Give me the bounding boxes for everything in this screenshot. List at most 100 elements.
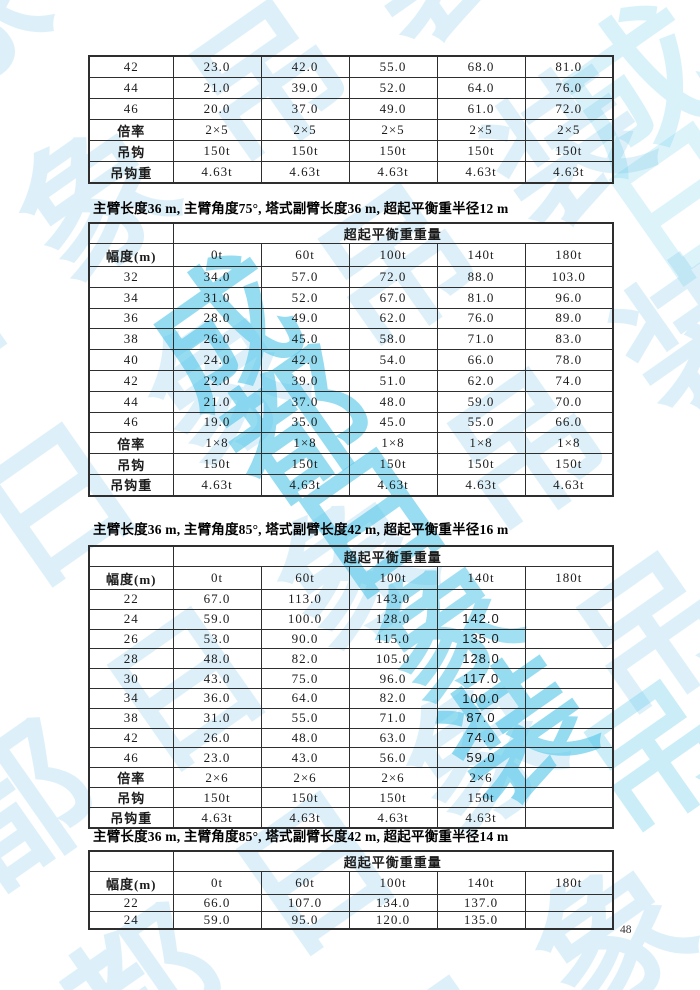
- value-cell: 150t: [172, 453, 262, 475]
- value-cell: 4.63t: [436, 807, 526, 829]
- value-cell: 63.0: [348, 727, 438, 749]
- value-cell: 128.0: [436, 648, 526, 670]
- value-cell: 142.0: [436, 608, 526, 630]
- page-number: 48: [620, 924, 632, 936]
- value-cell: [524, 707, 614, 729]
- table-title-85deg-r14: 主臂长度36 m, 主臂角度85°, 塔式副臂长度42 m, 超起平衡重半径14…: [93, 829, 509, 844]
- value-cell: 67.0: [172, 589, 262, 610]
- row-header-cell: 32: [88, 266, 174, 288]
- table-row: 42 23.0 42.0 55.0 68.0 81.0: [88, 55, 614, 78]
- table-row: 46 20.0 37.0 49.0 61.0 72.0: [88, 98, 614, 120]
- value-cell: [436, 589, 526, 610]
- value-cell: 150t: [436, 453, 526, 475]
- value-cell: 81.0: [436, 286, 526, 309]
- value-cell: 2×5: [436, 119, 526, 141]
- value-cell: 45.0: [260, 328, 350, 351]
- value-cell: 42.0: [260, 55, 350, 78]
- value-cell: 52.0: [348, 77, 438, 99]
- value-cell: 76.0: [436, 307, 526, 330]
- value-cell: 150t: [348, 140, 438, 162]
- column-header-cell: 60t: [260, 566, 350, 590]
- value-cell: 95.0: [260, 911, 350, 930]
- value-cell: [524, 668, 614, 689]
- value-cell: 28.0: [172, 307, 262, 330]
- load-chart-table-75deg-r12: 超起平衡重重量 幅度(m) 0t 60t 100t 140t 180t 32 34.0 57.…: [88, 222, 615, 497]
- value-cell: [524, 589, 614, 610]
- row-header-column-label: 幅度(m): [88, 566, 174, 590]
- value-cell: 4.63t: [348, 473, 438, 497]
- empty-corner-cell: [88, 222, 174, 244]
- table-row: 38 31.0 55.0 71.0 87.0: [88, 707, 614, 729]
- value-cell: [524, 628, 614, 650]
- row-header-cell: 40: [88, 349, 174, 371]
- value-cell: 150t: [172, 140, 262, 162]
- value-cell: 100.0: [260, 608, 350, 630]
- value-cell: 48.0: [172, 648, 262, 670]
- row-header-cell: 36: [88, 307, 174, 330]
- value-cell: 2×5: [172, 119, 262, 141]
- value-cell: 62.0: [436, 369, 526, 392]
- value-cell: 1×8: [348, 432, 438, 455]
- value-cell: 89.0: [524, 307, 614, 330]
- value-cell: 4.63t: [524, 473, 614, 497]
- table-row: 吊钩重 4.63t 4.63t 4.63t 4.63t 4.63t: [88, 161, 614, 184]
- empty-corner-cell: [88, 850, 174, 872]
- row-header-cell: 吊钩重: [88, 807, 174, 829]
- value-cell: 24.0: [172, 349, 262, 371]
- row-header-cell: 38: [88, 707, 174, 729]
- row-header-cell: 34: [88, 687, 174, 709]
- row-header-cell: 30: [88, 668, 174, 689]
- row-header-cell: 42: [88, 727, 174, 749]
- column-header-cell: 0t: [172, 871, 262, 895]
- column-header-cell: 140t: [436, 243, 526, 267]
- value-cell: 4.63t: [436, 161, 526, 184]
- table-row: 26 53.0 90.0 115.0 135.0: [88, 628, 614, 650]
- row-header-cell: 46: [88, 747, 174, 769]
- value-cell: 48.0: [260, 727, 350, 749]
- value-cell: [524, 648, 614, 670]
- row-header-cell: 倍率: [88, 432, 174, 455]
- table-row: 吊钩 150t 150t 150t 150t: [88, 787, 614, 809]
- table-row: 22 66.0 107.0 134.0 137.0: [88, 894, 614, 912]
- value-cell: 56.0: [348, 747, 438, 769]
- span-header-counterweight: 超起平衡重重量: [172, 222, 614, 244]
- value-cell: 120.0: [348, 911, 438, 930]
- table-row: 28 48.0 82.0 105.0 128.0: [88, 648, 614, 670]
- value-cell: 150t: [436, 140, 526, 162]
- value-cell: 1×8: [260, 432, 350, 455]
- value-cell: [524, 608, 614, 630]
- table-row: 44 21.0 39.0 52.0 64.0 76.0: [88, 77, 614, 99]
- row-header-cell: 24: [88, 911, 174, 930]
- table-row: 42 22.0 39.0 51.0 62.0 74.0: [88, 369, 614, 392]
- row-header-column-label: 幅度(m): [88, 871, 174, 895]
- table-row: 24 59.0 95.0 120.0 135.0: [88, 911, 614, 930]
- value-cell: 150t: [436, 787, 526, 809]
- value-cell: [524, 787, 614, 809]
- table-row: 32 34.0 57.0 72.0 88.0 103.0: [88, 266, 614, 288]
- value-cell: 90.0: [260, 628, 350, 650]
- column-header-cell: 180t: [524, 871, 614, 895]
- value-cell: 82.0: [260, 648, 350, 670]
- value-cell: 21.0: [172, 390, 262, 413]
- value-cell: 72.0: [348, 266, 438, 288]
- value-cell: 71.0: [348, 707, 438, 729]
- value-cell: 55.0: [348, 55, 438, 78]
- table-row: 38 26.0 45.0 58.0 71.0 83.0: [88, 328, 614, 351]
- table-row: 30 43.0 75.0 96.0 117.0: [88, 668, 614, 689]
- value-cell: 88.0: [436, 266, 526, 288]
- row-header-cell: 24: [88, 608, 174, 630]
- value-cell: 35.0: [260, 411, 350, 434]
- column-header-cell: 0t: [172, 243, 262, 267]
- value-cell: 23.0: [172, 55, 262, 78]
- value-cell: 2×5: [260, 119, 350, 141]
- value-cell: 4.63t: [172, 473, 262, 497]
- table-row: 42 26.0 48.0 63.0 74.0: [88, 727, 614, 749]
- row-header-cell: 34: [88, 286, 174, 309]
- table-row: 44 21.0 37.0 48.0 59.0 70.0: [88, 390, 614, 413]
- value-cell: 20.0: [172, 98, 262, 120]
- value-cell: 59.0: [172, 911, 262, 930]
- row-header-cell: 吊钩: [88, 787, 174, 809]
- value-cell: 68.0: [436, 55, 526, 78]
- value-cell: 150t: [260, 787, 350, 809]
- value-cell: 105.0: [348, 648, 438, 670]
